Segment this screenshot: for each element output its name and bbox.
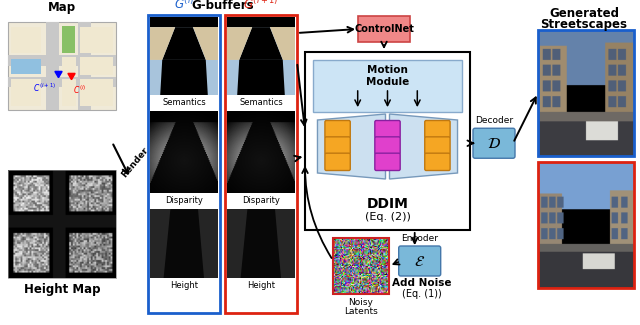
FancyBboxPatch shape: [425, 121, 450, 138]
Polygon shape: [270, 27, 295, 60]
Bar: [12, 79, 42, 106]
Text: Add Noise: Add Noise: [392, 278, 451, 288]
Bar: [62, 26, 75, 53]
Text: $G^{(i)}$: $G^{(i)}$: [174, 0, 194, 12]
Text: ControlNet: ControlNet: [354, 24, 414, 34]
Bar: [78, 22, 91, 110]
Text: Latents: Latents: [344, 307, 378, 316]
Text: Disparity: Disparity: [242, 196, 280, 205]
Text: Height: Height: [170, 281, 198, 290]
Bar: [150, 60, 218, 95]
Bar: [12, 27, 42, 53]
Bar: [62, 57, 76, 75]
Bar: [148, 15, 220, 313]
Text: (Eq. (2)): (Eq. (2)): [365, 212, 410, 222]
Text: Height Map: Height Map: [24, 283, 100, 296]
Bar: [150, 209, 218, 278]
FancyBboxPatch shape: [325, 121, 350, 138]
Text: Generated: Generated: [549, 7, 619, 20]
Polygon shape: [275, 209, 295, 278]
Text: Decoder: Decoder: [475, 116, 513, 125]
Polygon shape: [163, 27, 206, 60]
Bar: [227, 17, 295, 60]
Text: Motion: Motion: [367, 65, 408, 75]
Polygon shape: [150, 27, 175, 60]
FancyBboxPatch shape: [325, 137, 350, 154]
Polygon shape: [227, 27, 252, 60]
Text: (Eq. (1)): (Eq. (1)): [402, 289, 442, 299]
Bar: [358, 16, 410, 42]
Polygon shape: [390, 114, 458, 179]
Bar: [227, 60, 295, 95]
Bar: [150, 17, 218, 60]
Bar: [81, 27, 113, 53]
Polygon shape: [160, 60, 208, 95]
Polygon shape: [239, 27, 283, 60]
Polygon shape: [150, 209, 170, 278]
Text: Streetscapes: Streetscapes: [541, 18, 627, 31]
Bar: [305, 52, 470, 230]
Text: Height: Height: [247, 281, 275, 290]
FancyBboxPatch shape: [375, 137, 400, 154]
Bar: [227, 17, 295, 27]
Bar: [81, 79, 113, 106]
Text: Render: Render: [120, 145, 150, 179]
Polygon shape: [193, 27, 218, 60]
Text: Disparity: Disparity: [165, 196, 203, 205]
Polygon shape: [227, 209, 248, 278]
Bar: [46, 22, 59, 110]
Text: Semantics: Semantics: [239, 98, 283, 107]
FancyBboxPatch shape: [425, 153, 450, 171]
Bar: [8, 170, 116, 278]
Text: G-buffers: G-buffers: [191, 0, 254, 12]
Text: $G^{(i+1)}$: $G^{(i+1)}$: [243, 0, 278, 12]
Bar: [8, 77, 116, 87]
FancyBboxPatch shape: [375, 153, 400, 171]
Bar: [227, 209, 295, 278]
FancyBboxPatch shape: [325, 153, 350, 171]
Bar: [313, 60, 462, 112]
Text: Map: Map: [48, 1, 76, 14]
Text: DDIM: DDIM: [367, 197, 408, 211]
FancyBboxPatch shape: [399, 246, 441, 276]
Text: $C^{(i+1)}$: $C^{(i+1)}$: [33, 82, 56, 95]
Bar: [8, 56, 116, 66]
FancyBboxPatch shape: [425, 137, 450, 154]
Bar: [62, 79, 76, 106]
Text: Semantics: Semantics: [162, 98, 206, 107]
Polygon shape: [237, 60, 285, 95]
Bar: [225, 15, 297, 313]
Bar: [150, 17, 218, 27]
Text: $C^{(i)}$: $C^{(i)}$: [72, 84, 86, 96]
Bar: [333, 238, 389, 294]
Text: $\mathcal{D}$: $\mathcal{D}$: [487, 136, 501, 151]
Text: Encoder: Encoder: [401, 234, 438, 243]
FancyBboxPatch shape: [375, 121, 400, 138]
Polygon shape: [198, 209, 218, 278]
Bar: [8, 22, 116, 110]
Polygon shape: [317, 114, 385, 179]
Text: Noisy: Noisy: [349, 298, 373, 307]
Text: Module: Module: [366, 77, 409, 87]
Bar: [12, 59, 42, 74]
Bar: [81, 57, 113, 75]
Bar: [538, 30, 634, 156]
FancyBboxPatch shape: [473, 128, 515, 158]
Bar: [538, 162, 634, 288]
Text: $\mathcal{E}$: $\mathcal{E}$: [414, 254, 425, 268]
